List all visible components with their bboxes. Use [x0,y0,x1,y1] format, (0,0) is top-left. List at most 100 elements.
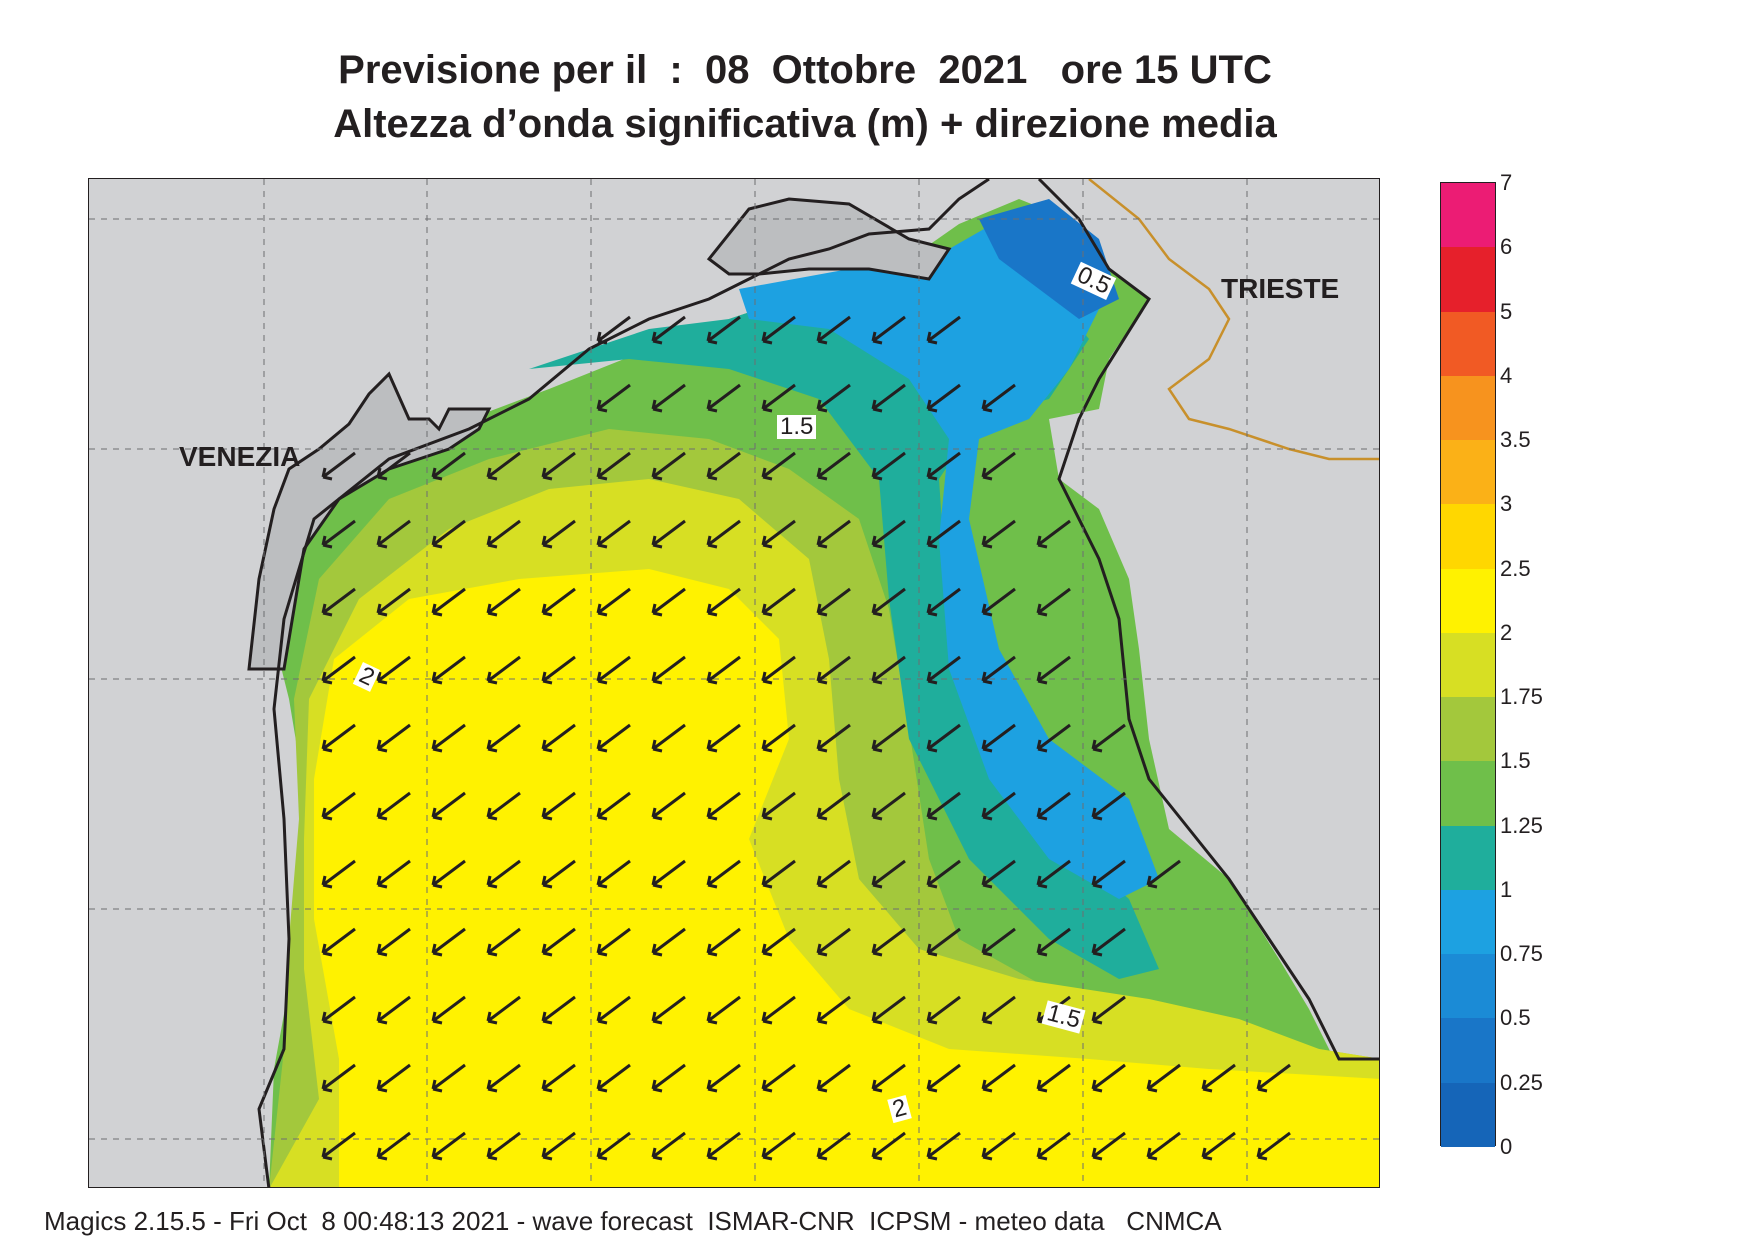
map-title-line-2: Altezza d’onda significativa (m) + direz… [333,102,1277,146]
wave-arrow [321,655,356,685]
wave-arrow [541,859,576,889]
wave-arrow [871,655,906,685]
wave-arrow [1091,723,1126,753]
wave-arrow [596,655,631,685]
wave-arrow [816,587,851,617]
wave-arrow [596,723,631,753]
wave-arrow [871,1131,906,1161]
land-grado-lagoon [706,197,952,281]
wave-arrow [816,791,851,821]
legend-tick: 3.5 [1500,427,1531,453]
wave-arrow [871,1063,906,1093]
wave-arrow [376,791,411,821]
legend-swatch [1441,954,1495,1019]
wave-arrow [926,1131,961,1161]
legend-tick: 1.5 [1500,748,1531,774]
wave-arrow [981,791,1016,821]
legend-swatch [1441,183,1495,248]
sea-band-25 [314,569,1379,1187]
legend-tick: 0 [1500,1134,1513,1159]
legend-tick: 0.75 [1500,941,1543,967]
wave-arrow [871,519,906,549]
wave-arrow [706,587,741,617]
wave-arrow [431,995,466,1025]
wave-arrow [926,995,961,1025]
wave-arrow [871,315,906,345]
wave-arrow [651,519,686,549]
wave-arrow [706,927,741,957]
legend-tick: 7 [1500,170,1513,195]
legend-swatch [1441,568,1495,634]
wave-arrow [706,451,741,481]
legend-tick: 2.5 [1500,555,1531,581]
wave-arrow [596,927,631,957]
wave-arrow [541,927,576,957]
wave-arrow [1091,995,1126,1025]
wave-arrow [321,927,356,957]
wave-arrow [651,859,686,889]
wave-arrow [816,723,851,753]
wave-arrow [596,995,631,1025]
wave-arrow [761,723,796,753]
wave-arrow [541,451,576,481]
wave-arrow [1201,1063,1236,1093]
land-venezia-lagoon [247,371,492,671]
wave-arrow [981,587,1016,617]
legend-swatch [1441,889,1495,955]
legend-tick: 5 [1500,298,1513,324]
legend-swatch [1441,311,1495,377]
wave-arrow [1036,1063,1071,1093]
color-legend-bar [1440,182,1496,1148]
city-label-venezia: VENEZIA [179,441,301,472]
wave-arrow [816,859,851,889]
wave-arrow [541,587,576,617]
wave-arrow [321,451,356,481]
wave-arrow [651,383,686,413]
wave-arrow [981,995,1016,1025]
wave-arrow [816,995,851,1025]
wave-arrow [486,995,521,1025]
wave-arrow [376,995,411,1025]
wave-arrow [651,587,686,617]
legend-tick: 4 [1500,362,1513,388]
wave-arrow [596,1063,631,1093]
wave-arrow [651,451,686,481]
wave-arrow [596,383,631,413]
wave-arrow [706,1063,741,1093]
wave-arrow [1256,1131,1291,1161]
wave-arrow [376,723,411,753]
wave-arrow [706,519,741,549]
wave-arrow [1091,791,1126,821]
wave-arrow [706,995,741,1025]
wave-arrow [981,859,1016,889]
legend-swatch [1441,761,1495,827]
wave-arrow [486,519,521,549]
wave-arrow [706,1131,741,1161]
contour-label: 1.5 [777,415,817,439]
wave-arrow [761,315,796,345]
legend-tick: 2 [1500,619,1513,645]
wave-arrow [651,995,686,1025]
wave-arrow [706,859,741,889]
wave-arrow [1091,1063,1126,1093]
wave-arrow [761,995,796,1025]
wave-arrow [926,587,961,617]
wave-arrow [761,519,796,549]
wave-arrow [431,927,466,957]
wave-arrow [486,1131,521,1161]
wave-arrow [1036,519,1071,549]
wave-arrow [926,519,961,549]
wave-arrow [321,519,356,549]
wave-arrow [541,995,576,1025]
wave-arrow [926,655,961,685]
wave-arrow [871,723,906,753]
legend-tick: 0.5 [1500,1005,1531,1031]
wave-arrow [871,791,906,821]
legend-swatch [1441,1082,1495,1148]
wave-arrow [376,1131,411,1161]
wave-arrow [1091,1131,1126,1161]
wave-arrow [486,1063,521,1093]
wave-arrow [761,927,796,957]
wave-arrow [1256,1063,1291,1093]
wave-arrow [541,655,576,685]
